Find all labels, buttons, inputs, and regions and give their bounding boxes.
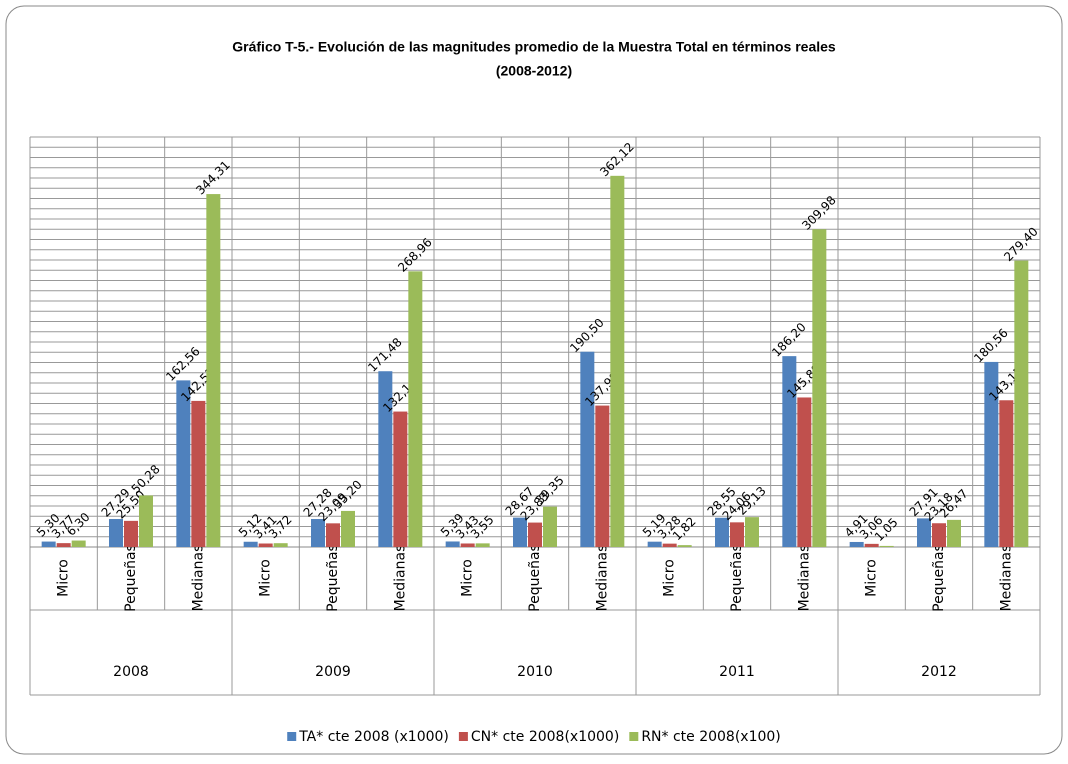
bar <box>378 371 393 547</box>
bar <box>326 523 340 547</box>
legend-label: RN* cte 2008(x100) <box>641 729 780 745</box>
x-tick-label: Micro <box>662 559 678 597</box>
bar <box>408 271 423 547</box>
x-tick-label: Medianas <box>392 545 408 612</box>
bar <box>999 400 1014 547</box>
bar <box>341 510 355 547</box>
bar <box>243 541 258 547</box>
bar <box>932 523 946 547</box>
legend-label: CN* cte 2008(x1000) <box>471 729 619 745</box>
bar <box>662 543 677 547</box>
bar <box>647 541 662 547</box>
bar <box>311 519 325 547</box>
bar <box>580 351 595 547</box>
group-label: 2012 <box>921 664 957 680</box>
chart-subtitle: (2008-2012) <box>496 63 572 79</box>
x-tick-label: Pequeñas <box>123 544 139 612</box>
group-label: 2010 <box>517 664 553 680</box>
x-tick-label: Medianas <box>998 545 1014 612</box>
x-tick-label: Pequeñas <box>931 544 947 612</box>
bar <box>475 543 490 547</box>
bar <box>782 356 797 547</box>
x-tick-label: Medianas <box>594 545 610 612</box>
bar <box>56 543 71 547</box>
bar <box>812 229 827 547</box>
bar <box>745 517 759 547</box>
bar <box>191 400 206 547</box>
x-tick-label: Pequeñas <box>729 544 745 612</box>
bar <box>677 545 692 547</box>
bar <box>206 194 221 547</box>
x-tick-label: Medianas <box>190 545 206 612</box>
legend-label: TA* cte 2008 (x1000) <box>298 729 449 745</box>
bar <box>715 517 729 547</box>
bar <box>797 397 812 547</box>
group-label: 2008 <box>113 664 149 680</box>
x-tick-label: Micro <box>460 559 476 597</box>
x-tick-label: Pequeñas <box>527 544 543 612</box>
group-label: 2011 <box>719 664 755 680</box>
bar <box>445 541 460 547</box>
bar <box>595 405 610 547</box>
bar <box>879 545 894 547</box>
x-tick-label: Micro <box>864 559 880 597</box>
legend-swatch <box>629 732 639 741</box>
group-label: 2009 <box>315 664 351 680</box>
bar <box>984 361 999 547</box>
bar <box>41 541 56 547</box>
bar <box>849 541 864 547</box>
bar <box>1014 260 1029 547</box>
bar <box>460 543 475 547</box>
bar <box>864 543 879 547</box>
bar <box>513 517 527 547</box>
bar <box>917 518 931 547</box>
chart-title: Gráfico T-5.- Evolución de las magnitude… <box>232 39 836 55</box>
x-tick-label: Pequeñas <box>325 544 341 612</box>
bar <box>543 506 557 547</box>
bar <box>71 540 86 547</box>
bar <box>528 522 542 547</box>
bar <box>610 175 625 547</box>
legend-swatch <box>287 732 297 741</box>
bar <box>176 380 191 547</box>
bar <box>139 495 153 547</box>
bar <box>273 543 288 547</box>
bar <box>109 519 123 547</box>
x-tick-label: Medianas <box>796 545 812 612</box>
bar <box>124 520 138 547</box>
bar <box>947 519 961 547</box>
x-tick-label: Micro <box>56 559 72 597</box>
chart-border <box>5 5 1063 755</box>
bar <box>730 522 744 547</box>
bar <box>258 543 273 547</box>
x-tick-label: Micro <box>258 559 274 597</box>
legend-swatch <box>458 732 468 741</box>
bar <box>393 411 408 547</box>
